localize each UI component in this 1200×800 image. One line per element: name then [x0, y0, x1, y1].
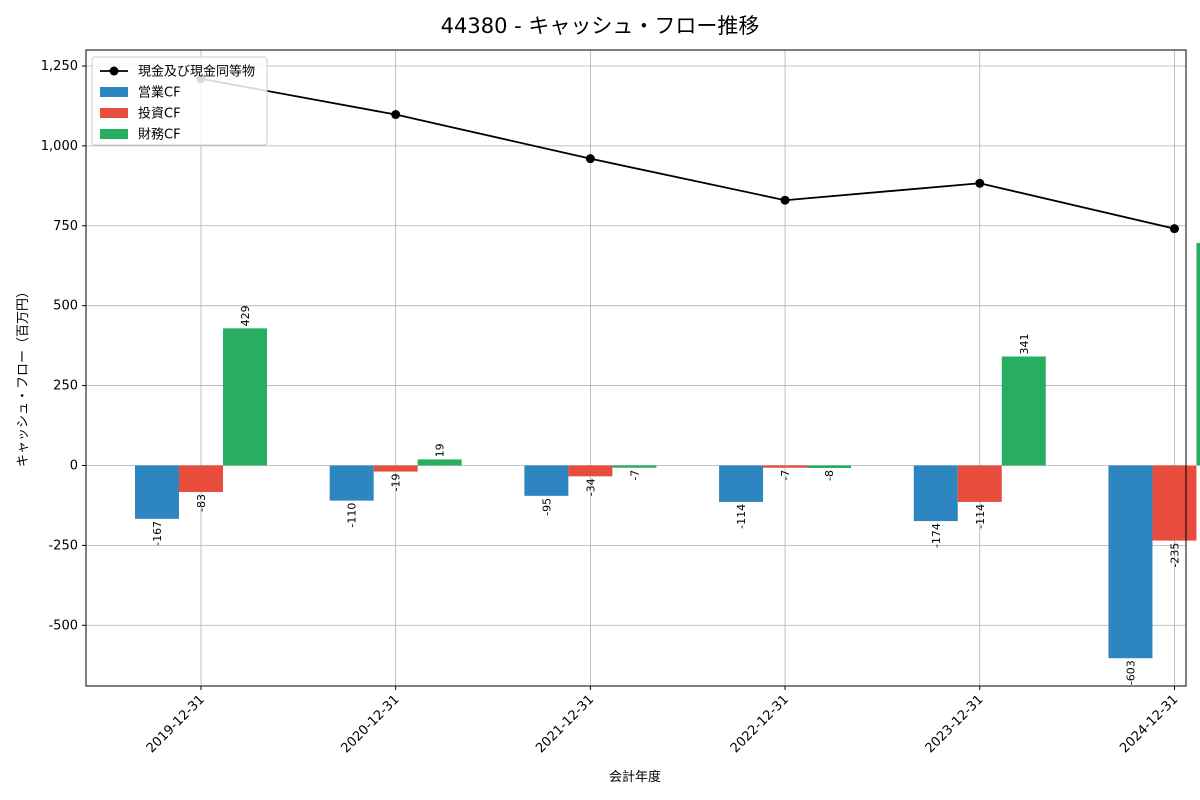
data-label: -7: [628, 470, 641, 481]
data-label: -114: [974, 504, 987, 529]
legend-swatch: [100, 129, 128, 139]
data-label: -167: [151, 521, 164, 546]
data-label: -174: [930, 523, 943, 548]
y-tick-label: 250: [53, 379, 78, 394]
y-tick-label: 0: [70, 458, 78, 473]
x-tick-label: 2019-12-31: [144, 692, 208, 756]
line-point: [780, 195, 790, 205]
data-label: -8: [823, 470, 836, 481]
y-tick-label: 1,250: [41, 59, 78, 74]
legend-box: [91, 56, 268, 146]
bar: [524, 465, 569, 496]
line-point: [391, 110, 401, 120]
line-point: [585, 154, 595, 164]
legend-label: 現金及び現金同等物: [138, 64, 255, 80]
bar: [329, 465, 374, 501]
line-point: [975, 178, 985, 188]
bar: [179, 465, 223, 493]
x-tick-label: 2020-12-31: [338, 692, 402, 756]
chart-title: 44380 - キャッシュ・フロー推移: [441, 14, 760, 38]
data-label: -34: [584, 478, 597, 496]
plot-frame: [85, 49, 1187, 687]
bar: [568, 465, 613, 477]
bar: [1001, 356, 1046, 466]
y-axis-label: キャッシュ・フロー（百万円）: [16, 285, 31, 467]
data-label: 341: [1018, 333, 1031, 354]
data-label: -603: [1124, 660, 1137, 685]
y-tick-label: 750: [53, 219, 78, 234]
bar: [1196, 243, 1200, 466]
bar: [1108, 465, 1153, 659]
legend-label: 投資CF: [138, 106, 181, 122]
y-tick-label: -500: [48, 618, 78, 633]
bar: [957, 465, 1002, 502]
bars: [135, 243, 1200, 659]
bar: [913, 465, 958, 522]
bar: [373, 465, 418, 472]
data-label: 19: [434, 443, 447, 457]
bar: [1152, 465, 1197, 541]
bar: [763, 465, 808, 468]
legend-label: 営業CF: [138, 85, 181, 101]
bar: [719, 465, 764, 502]
line-series: [200, 77, 1175, 230]
data-label: -7: [779, 470, 792, 481]
legend-swatch: [100, 87, 128, 97]
x-tick-label: 2021-12-31: [533, 692, 597, 756]
y-tick-label: 500: [53, 299, 78, 314]
data-label: -19: [390, 474, 403, 492]
bar: [417, 459, 462, 466]
y-tick-label: 1,000: [41, 139, 78, 154]
legend-marker: [109, 66, 119, 76]
data-labels: -167 -110 -95 -114 -174 -603 -83 -19 -34 -7 -114 -2…: [151, 305, 1181, 685]
data-label: -235: [1168, 543, 1181, 568]
bar: [223, 328, 267, 466]
bar: [135, 465, 179, 519]
data-label: -110: [346, 503, 359, 528]
x-tick-label: 2023-12-31: [923, 692, 987, 756]
bar: [807, 465, 852, 469]
y-tick-label: -250: [48, 538, 78, 553]
bar: [612, 465, 657, 468]
x-axis-label: 会計年度: [609, 769, 661, 785]
data-label: -114: [735, 504, 748, 529]
legend-swatch: [100, 108, 128, 118]
x-tick-label: 2024-12-31: [1117, 692, 1181, 756]
x-tick-label: 2022-12-31: [728, 692, 792, 756]
data-label: -83: [195, 494, 208, 512]
legend-label: 財務CF: [138, 128, 181, 143]
data-label: -95: [540, 498, 553, 516]
line-point: [1169, 224, 1179, 234]
data-label: 429: [239, 305, 252, 326]
cash-line: [196, 74, 1179, 234]
